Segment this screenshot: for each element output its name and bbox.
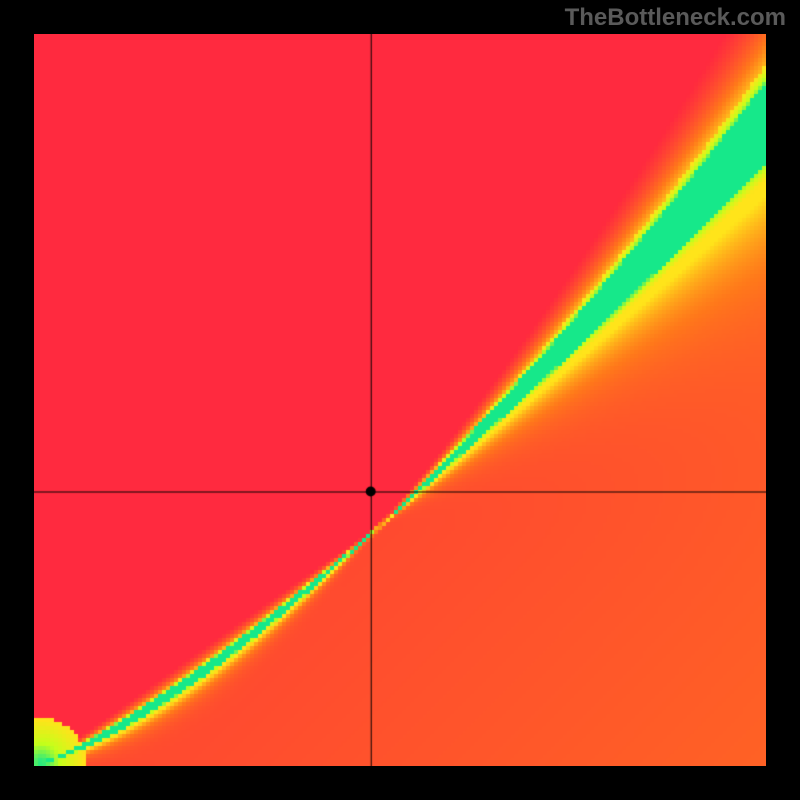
attribution-label: TheBottleneck.com <box>565 4 786 32</box>
outer-frame: TheBottleneck.com <box>0 0 800 800</box>
overlay-canvas <box>34 34 766 766</box>
heatmap-plot <box>34 34 766 766</box>
